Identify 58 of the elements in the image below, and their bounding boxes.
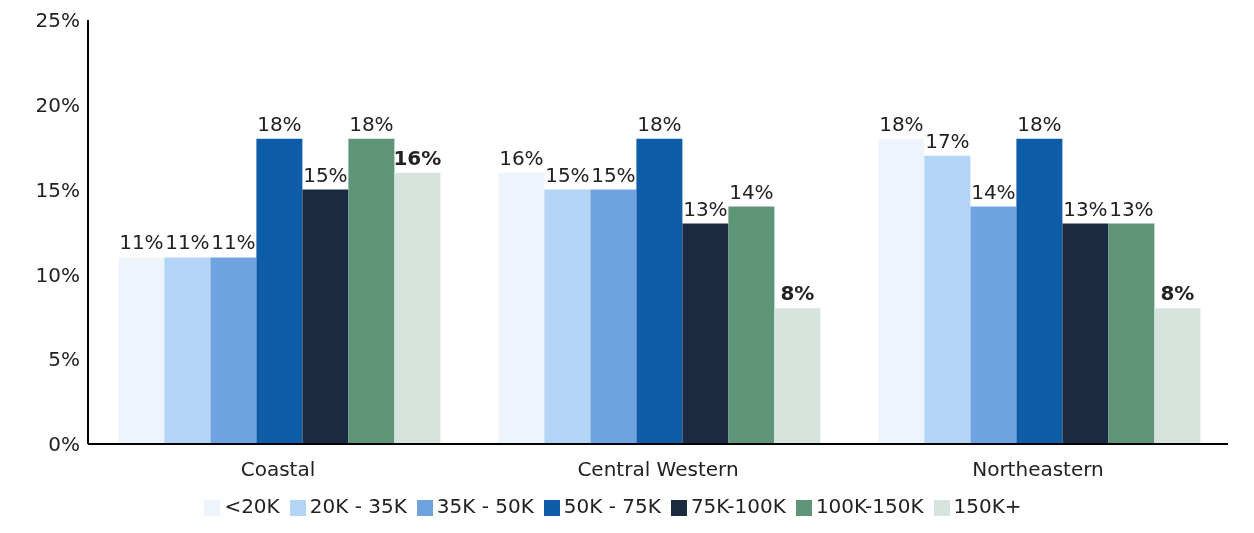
bar (256, 138, 303, 444)
legend-label: 75K-100K (690, 494, 786, 518)
data-label: 15% (545, 162, 590, 187)
data-label: 18% (1017, 111, 1062, 136)
x-tick-label: Coastal (240, 457, 316, 482)
bar (302, 189, 349, 444)
bar (1154, 308, 1201, 444)
x-tick-label: Northeastern (972, 457, 1104, 482)
bar (774, 308, 821, 444)
data-label: 18% (879, 111, 924, 136)
legend-label: 35K - 50K (436, 494, 534, 518)
bar (590, 189, 637, 444)
data-label: 18% (349, 111, 394, 136)
y-tick-label: 20% (35, 92, 80, 117)
data-label: 13% (1063, 196, 1108, 221)
bar (878, 138, 925, 444)
data-label: 11% (211, 230, 256, 255)
y-tick-label: 15% (35, 177, 80, 202)
data-label: 8% (1160, 281, 1195, 306)
bar (544, 189, 591, 444)
y-tick-label: 25% (35, 8, 80, 33)
data-label: 15% (303, 162, 348, 187)
y-tick-label: 0% (48, 432, 80, 457)
bar (636, 138, 683, 444)
bar (728, 206, 775, 444)
data-label: 13% (1109, 196, 1154, 221)
bar (1108, 223, 1155, 444)
data-label: 11% (165, 230, 210, 255)
x-tick-label: Central Western (577, 457, 739, 482)
data-label: 8% (780, 281, 815, 306)
legend-label: 100K-150K (815, 494, 924, 518)
bar (682, 223, 729, 444)
bar (1016, 138, 1063, 444)
legend-label: 20K - 35K (309, 494, 407, 518)
data-label: 13% (683, 196, 728, 221)
bar (924, 155, 971, 444)
data-label: 16% (499, 145, 544, 170)
data-label: 11% (119, 230, 164, 255)
bar (498, 172, 545, 444)
legend-label: 50K - 75K (563, 494, 661, 518)
data-label: 14% (729, 179, 774, 204)
bar (210, 257, 257, 444)
data-label: 14% (971, 179, 1016, 204)
data-label: 17% (925, 128, 970, 153)
bar (394, 172, 441, 444)
bar (118, 257, 165, 444)
legend-label: <20K (224, 494, 280, 518)
bar (164, 257, 211, 444)
bar (970, 206, 1017, 444)
data-label: 18% (637, 111, 682, 136)
bar (348, 138, 395, 444)
y-tick-label: 10% (35, 262, 80, 287)
legend-label: 150K+ (953, 494, 1022, 518)
data-label: 15% (591, 162, 636, 187)
bar (1062, 223, 1109, 444)
data-label: 16% (393, 145, 442, 170)
data-label: 18% (257, 111, 302, 136)
y-tick-label: 5% (48, 347, 80, 372)
